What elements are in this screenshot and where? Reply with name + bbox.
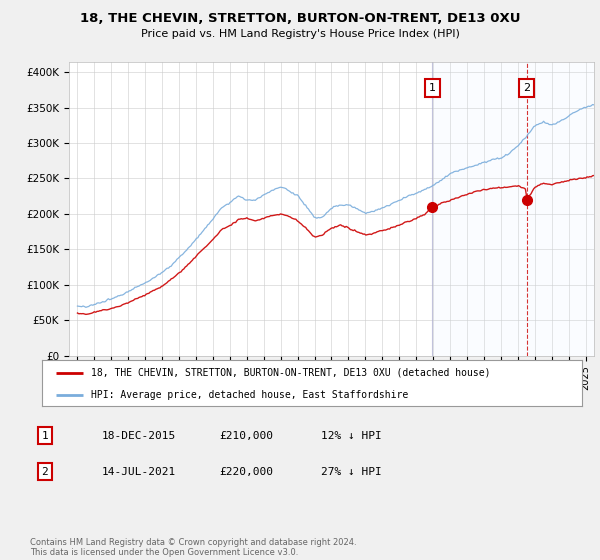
Text: Contains HM Land Registry data © Crown copyright and database right 2024.
This d: Contains HM Land Registry data © Crown c… [30, 538, 356, 557]
Bar [433, 62, 594, 356]
Text: 2: 2 [41, 466, 49, 477]
Text: 18-DEC-2015: 18-DEC-2015 [102, 431, 176, 441]
Text: 14-JUL-2021: 14-JUL-2021 [102, 466, 176, 477]
Text: 18, THE CHEVIN, STRETTON, BURTON-ON-TRENT, DE13 0XU: 18, THE CHEVIN, STRETTON, BURTON-ON-TREN… [80, 12, 520, 25]
Text: 1: 1 [41, 431, 49, 441]
Text: 1: 1 [429, 83, 436, 93]
Text: HPI: Average price, detached house, East Staffordshire: HPI: Average price, detached house, East… [91, 390, 408, 399]
Text: £210,000: £210,000 [219, 431, 273, 441]
Text: 12% ↓ HPI: 12% ↓ HPI [321, 431, 382, 441]
Text: 27% ↓ HPI: 27% ↓ HPI [321, 466, 382, 477]
Text: 2: 2 [523, 83, 530, 93]
Text: 18, THE CHEVIN, STRETTON, BURTON-ON-TRENT, DE13 0XU (detached house): 18, THE CHEVIN, STRETTON, BURTON-ON-TREN… [91, 368, 490, 378]
Text: £220,000: £220,000 [219, 466, 273, 477]
Text: Price paid vs. HM Land Registry's House Price Index (HPI): Price paid vs. HM Land Registry's House … [140, 29, 460, 39]
